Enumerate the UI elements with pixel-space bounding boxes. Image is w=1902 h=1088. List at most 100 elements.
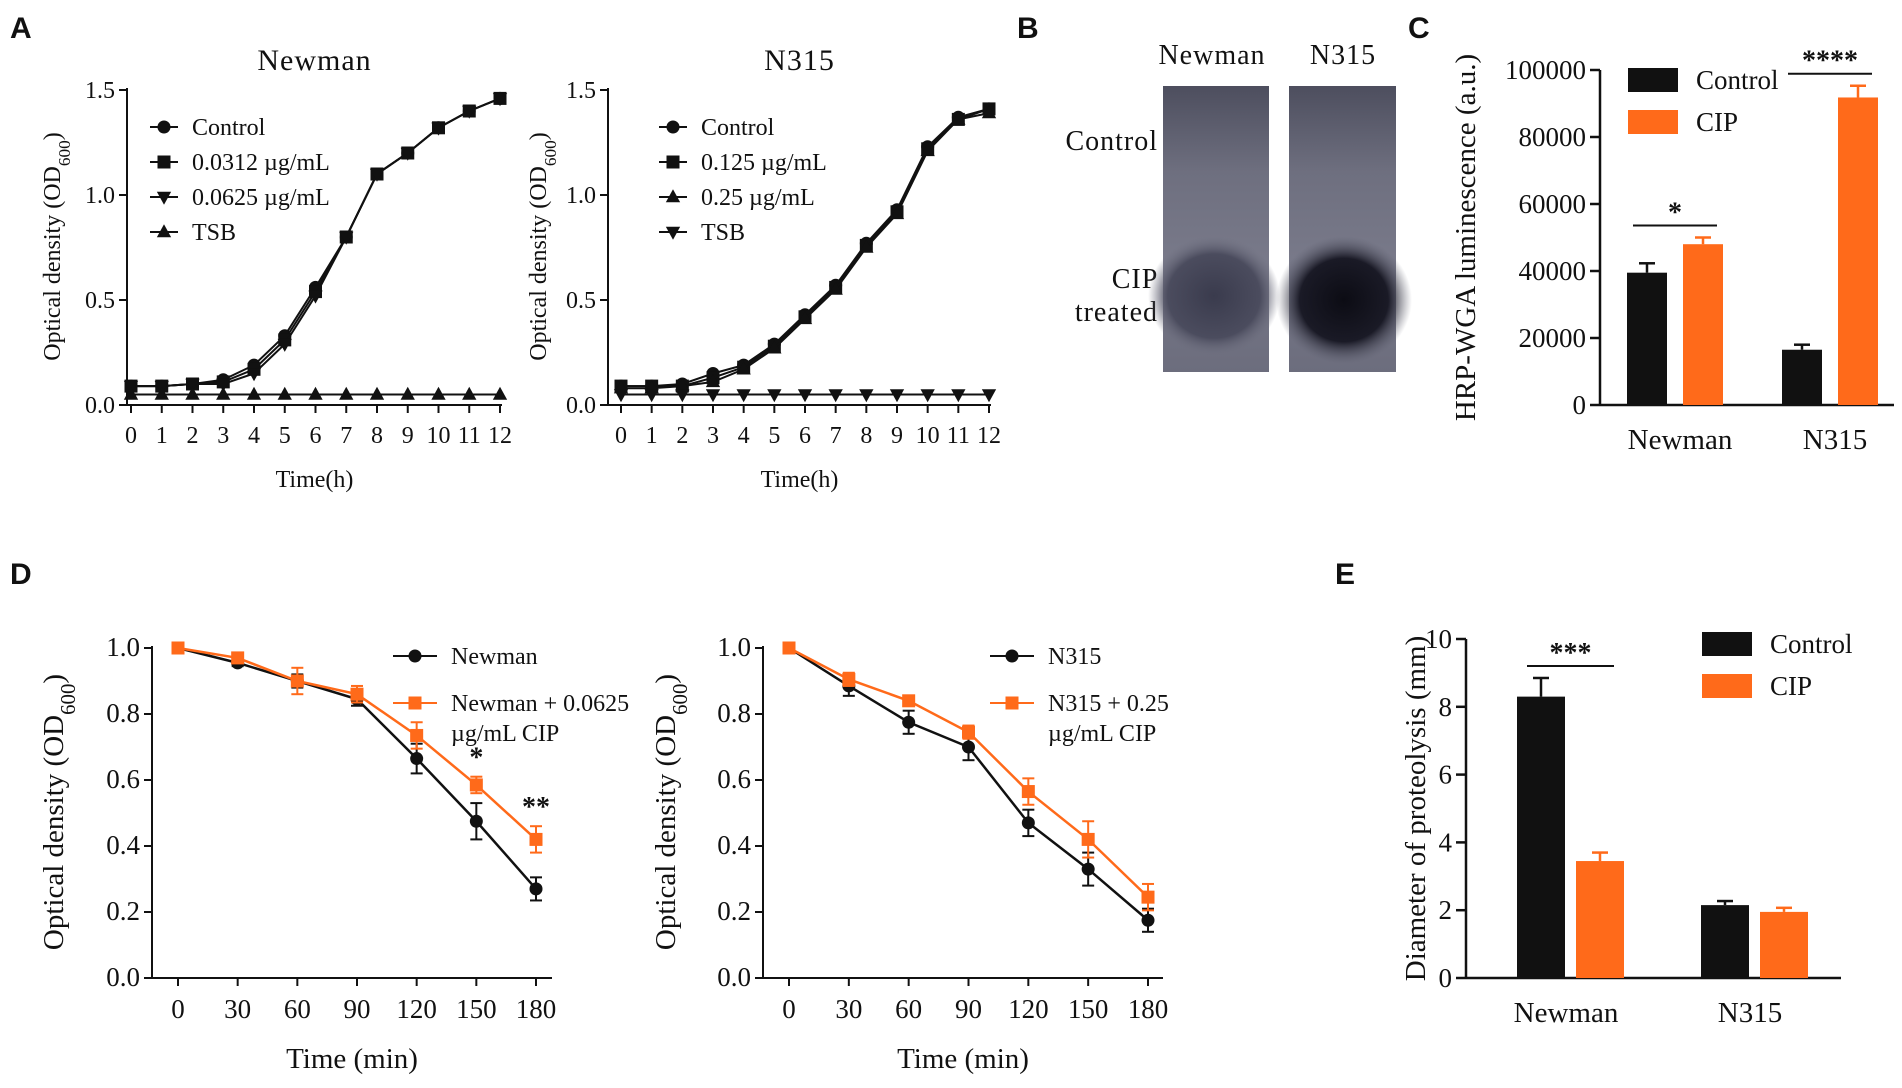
data-point [431, 122, 446, 136]
x-axis-label: Time(h) [761, 467, 839, 493]
y-tick-label: 0.2 [106, 896, 140, 926]
y-tick-label: 1.0 [717, 632, 751, 662]
x-tick-label: 2 [187, 423, 199, 449]
legend-label: µg/mL CIP [451, 721, 559, 747]
y-tick-label: 0.4 [717, 830, 751, 860]
data-point [529, 882, 543, 896]
data-point [185, 378, 200, 392]
legend-marker [156, 224, 172, 238]
y-axis-label: Diameter of proteolysis (mm) [1400, 636, 1432, 982]
y-axis-label: Optical density (OD600) [526, 132, 560, 361]
chart-title: Newman [257, 44, 371, 77]
data-point [1021, 785, 1035, 799]
x-tick-label: 0 [125, 423, 137, 449]
series-1 [782, 641, 1155, 912]
data-point [782, 641, 796, 655]
data-point [951, 111, 966, 125]
legend-label: CIP [1770, 671, 1812, 701]
bar [1576, 861, 1624, 978]
series-3 [613, 389, 997, 403]
data-point [981, 389, 997, 403]
bar [1701, 905, 1749, 978]
chart-a1: 0.00.51.01.50 1 2 3 4 5 6 7 8 9 10 11 12Time(h)Optic… [40, 44, 512, 493]
y-tick-label: 0.5 [566, 288, 596, 314]
legend-label: N315 + 0.25 [1048, 691, 1169, 717]
data-point [675, 378, 690, 392]
data-point [369, 168, 385, 182]
data-point [797, 389, 813, 403]
legend-marker [408, 696, 422, 710]
data-point [369, 386, 385, 400]
legend-label: TSB [192, 220, 236, 246]
x-tick-label: 6 [799, 423, 811, 449]
data-point [308, 290, 323, 304]
x-axis-label: Time (min) [286, 1043, 418, 1075]
y-tick-label: 1.0 [566, 183, 596, 209]
data-point [462, 105, 477, 119]
data-point [469, 814, 483, 828]
legend-swatch [1702, 674, 1752, 698]
y-tick-label: 0.4 [106, 830, 140, 860]
data-point [920, 389, 935, 403]
y-tick-label: 4 [1439, 827, 1453, 857]
x-tick-label: 0 [171, 994, 185, 1024]
legend-label: 0.0625 µg/mL [192, 185, 330, 211]
legend-swatch [1628, 68, 1678, 92]
significance-marker: **** [1802, 46, 1858, 77]
series-line [131, 97, 501, 388]
data-point [123, 386, 139, 400]
y-tick-label: 6 [1439, 760, 1453, 790]
series-0 [782, 641, 1155, 933]
legend-label: Control [192, 115, 266, 141]
y-tick-label: 8 [1439, 692, 1453, 722]
legend-marker [1005, 649, 1019, 663]
x-tick-label: 90 [955, 994, 982, 1024]
y-axis-label: Optical density (OD600) [38, 674, 80, 950]
panel-b-blot: Newman N315 Control CIP treated [1065, 40, 1412, 372]
bar [1683, 244, 1723, 405]
legend-label: 0.125 µg/mL [701, 150, 827, 176]
data-point [767, 389, 782, 403]
data-point [1141, 890, 1155, 904]
y-axis-label: HRP-WGA luminescence (a.u.) [1450, 54, 1482, 421]
data-point [171, 641, 185, 655]
data-point [902, 715, 916, 729]
legend-label: N315 [1048, 644, 1101, 670]
y-tick-label: 20000 [1519, 323, 1587, 353]
data-point [185, 386, 200, 400]
data-point [951, 389, 966, 403]
blot-row-control: Control [1065, 126, 1158, 157]
series-3 [123, 386, 508, 400]
data-point [859, 389, 874, 403]
x-tick-label: 2 [676, 423, 688, 449]
y-tick-label: 0 [1573, 390, 1587, 420]
y-tick-label: 0.0 [106, 962, 140, 992]
x-tick-label: 8 [860, 423, 872, 449]
y-tick-label: 0.6 [717, 764, 751, 794]
x-tick-label: 11 [947, 423, 970, 449]
x-tick-label: 9 [402, 423, 414, 449]
y-tick-label: 1.5 [85, 78, 115, 104]
data-point [400, 147, 415, 161]
data-point [469, 778, 483, 792]
x-category-label: Newman [1628, 424, 1733, 456]
bar [1782, 349, 1822, 405]
x-tick-label: 120 [1008, 994, 1049, 1024]
data-point [828, 281, 843, 295]
y-axis-label: Optical density (OD600) [650, 674, 692, 950]
y-tick-label: 1.5 [566, 78, 596, 104]
x-tick-label: 120 [396, 994, 437, 1024]
data-point [981, 105, 997, 119]
x-tick-label: 10 [916, 423, 940, 449]
legend-label: Newman [451, 644, 538, 670]
data-point [902, 694, 916, 708]
legend-label: 0.0312 µg/mL [192, 150, 330, 176]
data-point [339, 386, 354, 400]
y-tick-label: 60000 [1519, 189, 1587, 219]
x-category-label: N315 [1803, 424, 1867, 456]
panel-letter-b: B [1017, 12, 1039, 45]
data-point [277, 338, 292, 352]
y-tick-label: 0.8 [717, 698, 751, 728]
blot-spot-newman-cip [1148, 236, 1280, 356]
